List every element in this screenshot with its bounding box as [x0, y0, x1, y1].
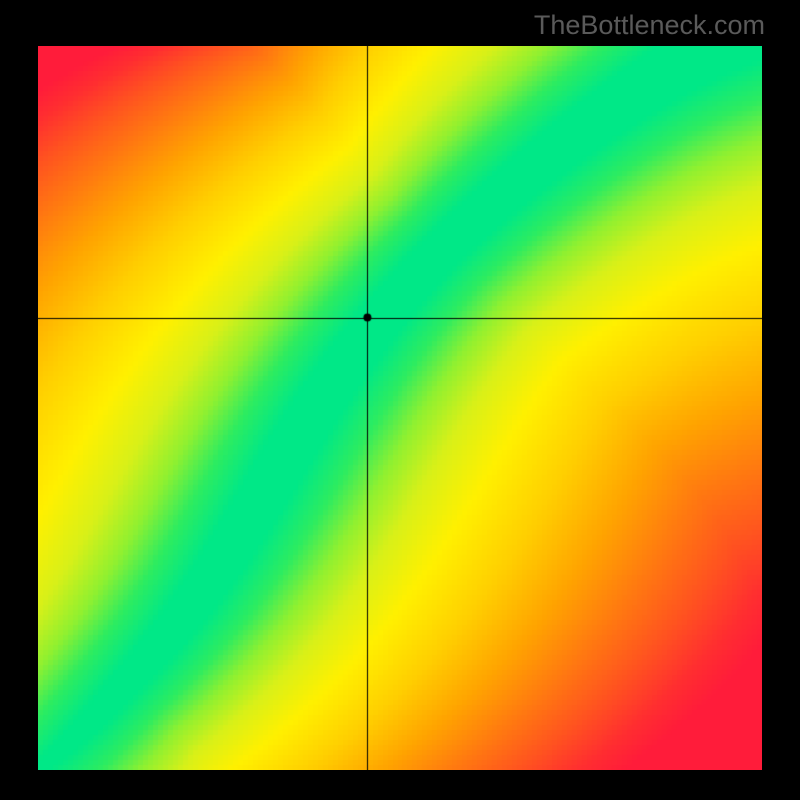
- stage: TheBottleneck.com: [0, 0, 800, 800]
- watermark-text: TheBottleneck.com: [534, 10, 765, 41]
- bottleneck-heatmap: [38, 46, 762, 770]
